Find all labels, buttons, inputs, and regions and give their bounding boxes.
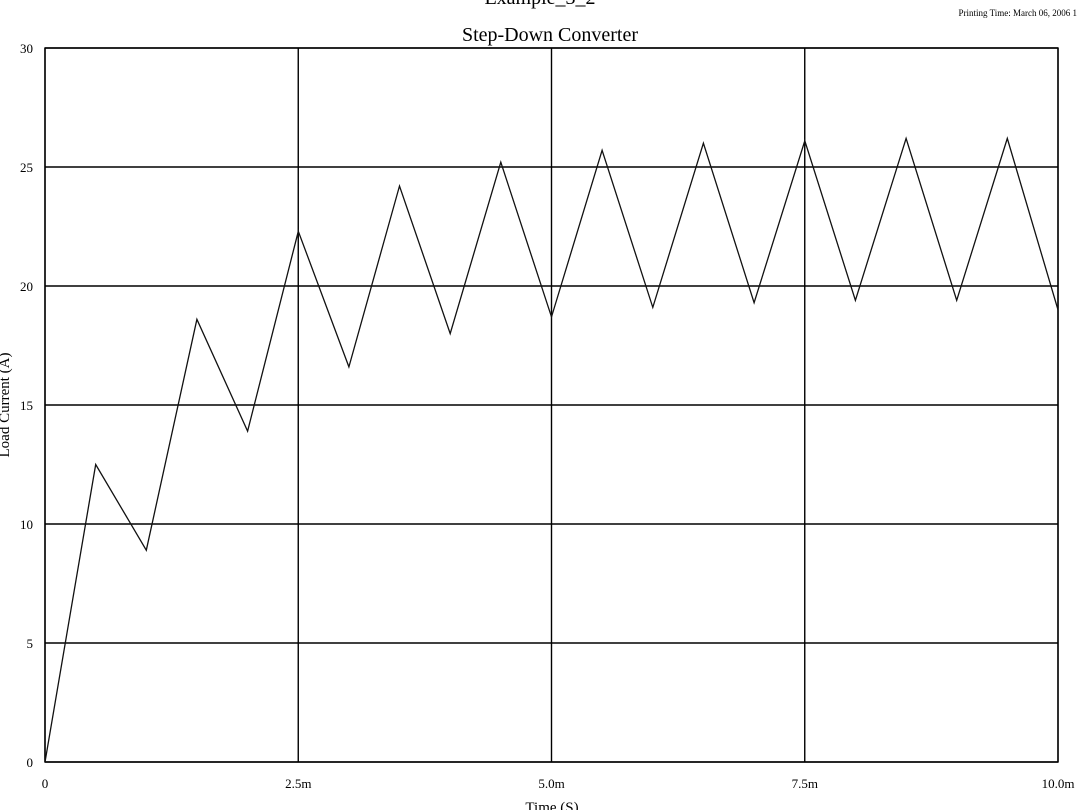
x-tick-label: 7.5m — [792, 776, 818, 791]
x-axis-ticks: 0 2.5m 5.0m 7.5m 10.0m — [42, 776, 1075, 791]
y-axis-label: Load Current (A) — [0, 353, 13, 458]
y-tick-label: 10 — [20, 517, 33, 532]
series — [44, 136, 1059, 763]
x-tick-label: 0 — [42, 776, 49, 791]
y-axis-ticks: 0 5 10 15 20 25 30 — [20, 41, 33, 770]
plot-area — [44, 47, 1059, 763]
x-axis-label: Time (S) — [525, 800, 578, 810]
grid — [44, 47, 1059, 763]
series-line-load-current — [44, 136, 1059, 763]
printing-time: Printing Time: March 06, 2006 1 — [958, 8, 1077, 18]
chart-title: Step-Down Converter — [462, 24, 638, 46]
y-tick-label: 20 — [20, 279, 33, 294]
y-tick-label: 5 — [27, 636, 34, 651]
x-tick-label: 10.0m — [1042, 776, 1075, 791]
y-tick-label: 0 — [27, 755, 34, 770]
x-tick-label: 2.5m — [285, 776, 311, 791]
document-title: Example_3_2 — [484, 0, 595, 9]
x-tick-label: 5.0m — [538, 776, 564, 791]
y-tick-label: 30 — [20, 41, 33, 56]
y-tick-label: 25 — [20, 160, 33, 175]
y-tick-label: 15 — [20, 398, 33, 413]
